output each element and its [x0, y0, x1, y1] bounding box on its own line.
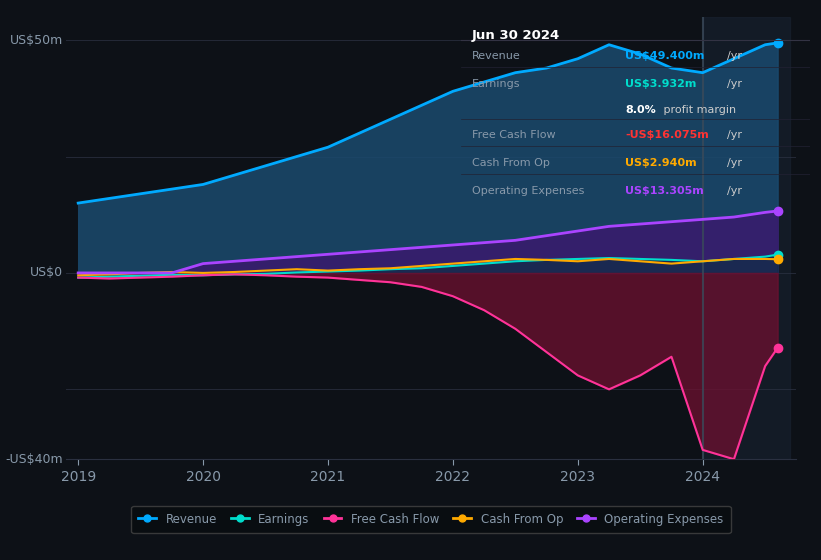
Text: US$0: US$0: [30, 267, 63, 279]
Text: profit margin: profit margin: [660, 105, 736, 115]
Text: /yr: /yr: [727, 158, 741, 169]
Bar: [703, 17, 790, 459]
Text: US$50m: US$50m: [10, 34, 63, 46]
Text: Free Cash Flow: Free Cash Flow: [472, 130, 556, 141]
Text: US$3.932m: US$3.932m: [626, 79, 697, 89]
Text: Operating Expenses: Operating Expenses: [472, 186, 585, 196]
Text: US$13.305m: US$13.305m: [626, 186, 704, 196]
Text: /yr: /yr: [727, 79, 741, 89]
Text: Cash From Op: Cash From Op: [472, 158, 550, 169]
Text: US$49.400m: US$49.400m: [626, 51, 704, 61]
Text: Earnings: Earnings: [472, 79, 521, 89]
Text: /yr: /yr: [727, 130, 741, 141]
Legend: Revenue, Earnings, Free Cash Flow, Cash From Op, Operating Expenses: Revenue, Earnings, Free Cash Flow, Cash …: [131, 506, 731, 533]
Text: /yr: /yr: [727, 186, 741, 196]
Text: -US$16.075m: -US$16.075m: [626, 130, 709, 141]
Text: /yr: /yr: [727, 51, 741, 61]
Text: 8.0%: 8.0%: [626, 105, 656, 115]
Text: US$2.940m: US$2.940m: [626, 158, 697, 169]
Text: -US$40m: -US$40m: [6, 452, 63, 466]
Text: Revenue: Revenue: [472, 51, 521, 61]
Text: Jun 30 2024: Jun 30 2024: [472, 29, 560, 42]
